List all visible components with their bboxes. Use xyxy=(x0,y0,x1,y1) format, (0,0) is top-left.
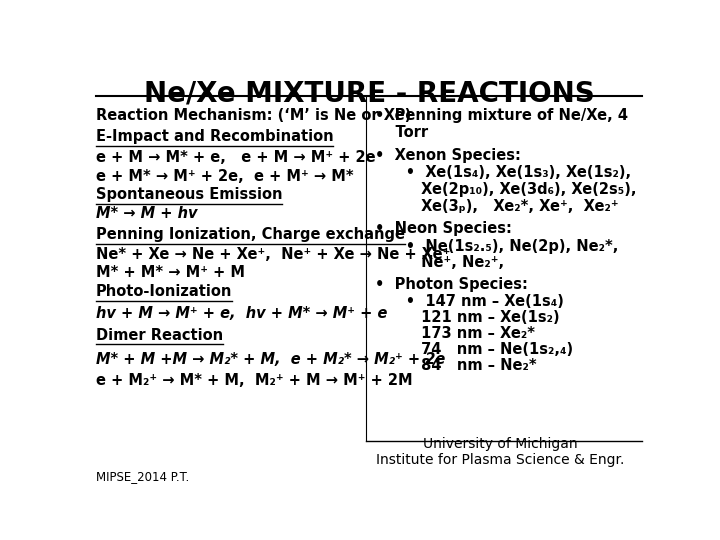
Text: e + M* → M⁺ + 2e,  e + M⁺ → M*: e + M* → M⁺ + 2e, e + M⁺ → M* xyxy=(96,168,354,184)
Text: 121 nm – Xe(1s₂): 121 nm – Xe(1s₂) xyxy=(374,310,559,325)
Text: Xe(3ₚ),   Xe₂*, Xe⁺,  Xe₂⁺: Xe(3ₚ), Xe₂*, Xe⁺, Xe₂⁺ xyxy=(374,199,618,214)
Text: Ne/Xe MIXTURE - REACTIONS: Ne/Xe MIXTURE - REACTIONS xyxy=(143,79,595,107)
Text: University of Michigan: University of Michigan xyxy=(423,437,577,451)
Text: Penning Ionization, Charge exchange: Penning Ionization, Charge exchange xyxy=(96,227,405,242)
Text: Reaction Mechanism: (‘M’ is Ne or Xe): Reaction Mechanism: (‘M’ is Ne or Xe) xyxy=(96,109,411,124)
Text: •  Xe(1s₄), Xe(1s₃), Xe(1s₂),: • Xe(1s₄), Xe(1s₃), Xe(1s₂), xyxy=(374,165,631,180)
Text: •  Xenon Species:: • Xenon Species: xyxy=(374,148,521,163)
Text: MIPSE_2014 P.T.: MIPSE_2014 P.T. xyxy=(96,470,189,483)
Text: •  Penning mixture of Ne/Xe, 4: • Penning mixture of Ne/Xe, 4 xyxy=(374,109,628,124)
Text: •  Neon Species:: • Neon Species: xyxy=(374,221,511,236)
Text: 74   nm – Ne(1s₂,₄): 74 nm – Ne(1s₂,₄) xyxy=(374,342,572,357)
Text: M* + M +M → M₂* + M,  e + M₂* → M₂⁺ + 2e: M* + M +M → M₂* + M, e + M₂* → M₂⁺ + 2e xyxy=(96,352,445,367)
Text: 173 nm – Xe₂*: 173 nm – Xe₂* xyxy=(374,326,534,341)
Text: Ne* + Xe → Ne + Xe⁺,  Ne⁺ + Xe → Ne + Xe⁺: Ne* + Xe → Ne + Xe⁺, Ne⁺ + Xe → Ne + Xe⁺ xyxy=(96,247,450,262)
Text: Photo-Ionization: Photo-Ionization xyxy=(96,284,232,299)
Text: Institute for Plasma Science & Engr.: Institute for Plasma Science & Engr. xyxy=(376,453,624,467)
Text: Torr: Torr xyxy=(374,125,428,140)
Text: hv + M → M⁺ + e,  hv + M* → M⁺ + e: hv + M → M⁺ + e, hv + M* → M⁺ + e xyxy=(96,306,387,321)
Text: Spontaneous Emission: Spontaneous Emission xyxy=(96,187,282,202)
Text: Dimer Reaction: Dimer Reaction xyxy=(96,328,222,342)
Text: •  Photon Species:: • Photon Species: xyxy=(374,277,528,292)
Text: E-Impact and Recombination: E-Impact and Recombination xyxy=(96,129,333,144)
Text: 84   nm – Ne₂*: 84 nm – Ne₂* xyxy=(374,357,536,373)
Text: M* + M* → M⁺ + M: M* + M* → M⁺ + M xyxy=(96,265,245,280)
Text: e + M₂⁺ → M* + M,  M₂⁺ + M → M⁺ + 2M: e + M₂⁺ → M* + M, M₂⁺ + M → M⁺ + 2M xyxy=(96,373,413,388)
Text: e + M → M* + e,   e + M → M⁺ + 2e: e + M → M* + e, e + M → M⁺ + 2e xyxy=(96,150,375,165)
Text: •  147 nm – Xe(1s₄): • 147 nm – Xe(1s₄) xyxy=(374,294,564,309)
Text: Ne⁺, Ne₂⁺,: Ne⁺, Ne₂⁺, xyxy=(374,255,504,270)
Text: Xe(2p₁₀), Xe(3d₆), Xe(2s₅),: Xe(2p₁₀), Xe(3d₆), Xe(2s₅), xyxy=(374,182,636,197)
Text: •  Ne(1s₂.₅), Ne(2p), Ne₂*,: • Ne(1s₂.₅), Ne(2p), Ne₂*, xyxy=(374,239,618,254)
Text: M* → M + hv: M* → M + hv xyxy=(96,206,197,221)
